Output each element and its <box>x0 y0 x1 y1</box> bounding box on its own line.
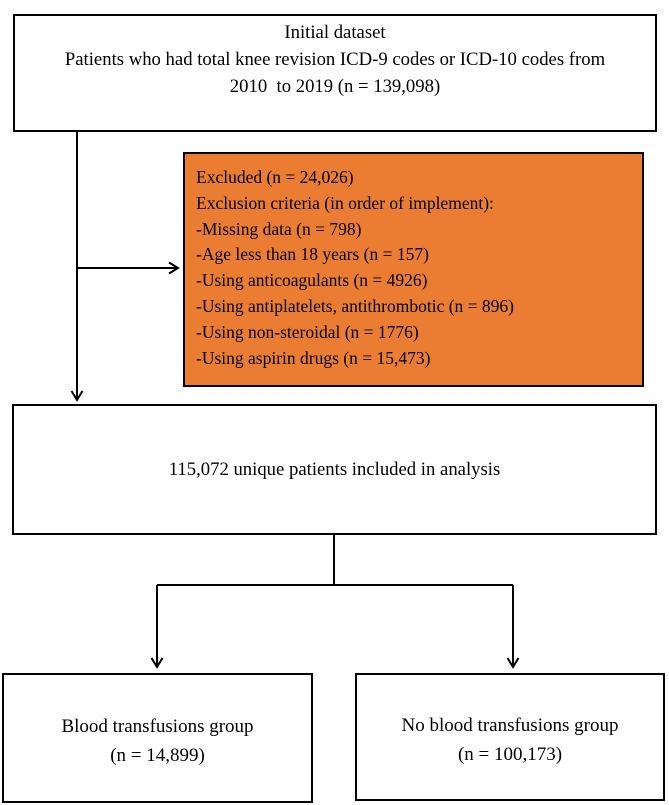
included-patients-text: 115,072 unique patients included in anal… <box>168 458 501 480</box>
exclusion-item-anticoagulants: -Using anticoagulants (n = 4926) <box>196 270 428 291</box>
blood-transfusions-box: Blood transfusions group (n = 14,899) <box>2 673 313 803</box>
exclusion-item-antiplatelets: -Using antiplatelets, antithrombotic (n … <box>196 295 514 316</box>
initial-dataset-description: Patients who had total knee revision ICD… <box>64 49 606 70</box>
exclusion-item-missing-data: -Missing data (n = 798) <box>196 218 362 239</box>
no-blood-transfusions-label: No blood transfusions group <box>401 715 619 736</box>
no-blood-transfusions-count: (n = 100,173) <box>457 744 563 765</box>
exclusion-item-non-steroidal: -Using non-steroidal (n = 1776) <box>196 321 419 342</box>
exclusion-item-aspirin: -Using aspirin drugs (n = 15,473) <box>196 347 431 368</box>
blood-transfusions-count: (n = 14,899) <box>110 745 205 766</box>
blood-transfusions-label: Blood transfusions group <box>61 716 254 737</box>
included-patients-box: 115,072 unique patients included in anal… <box>12 404 657 535</box>
exclusion-criteria-heading: Exclusion criteria (in order of implemen… <box>196 192 494 213</box>
excluded-count: Excluded (n = 24,026) <box>196 167 354 187</box>
exclusion-item-age: -Age less than 18 years (n = 157) <box>196 244 429 265</box>
initial-dataset-box: Initial dataset Patients who had total k… <box>13 14 657 132</box>
initial-dataset-title: Initial dataset <box>284 22 386 43</box>
initial-dataset-count: 2010 to 2019 (n = 139,098) <box>229 76 441 97</box>
no-blood-transfusions-box: No blood transfusions group (n = 100,173… <box>355 673 665 801</box>
excluded-box: Excluded (n = 24,026) Exclusion criteria… <box>183 152 644 387</box>
